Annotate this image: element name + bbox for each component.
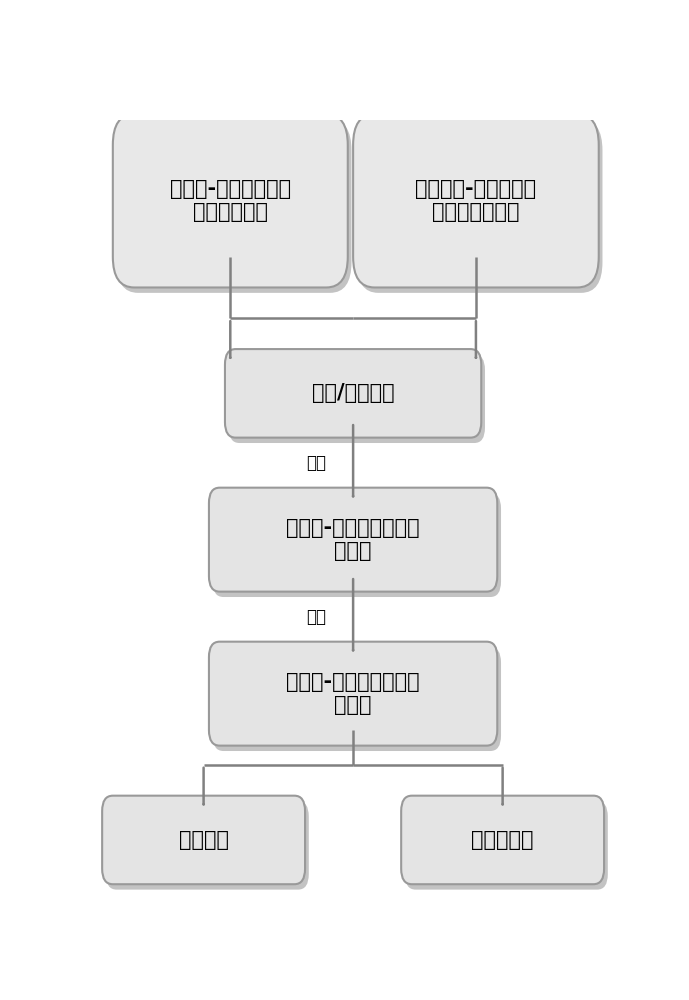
FancyBboxPatch shape [106,801,309,890]
FancyBboxPatch shape [229,354,485,443]
FancyBboxPatch shape [353,114,599,287]
FancyBboxPatch shape [357,120,602,293]
Text: 化合物-靶蛋白绑定模型
（正）: 化合物-靶蛋白绑定模型 （正） [287,518,420,561]
Text: 训练/测试数据: 训练/测试数据 [312,383,394,403]
FancyBboxPatch shape [102,796,305,884]
Text: 化合物-靶蛋白绑定关系
（正）: 化合物-靶蛋白绑定关系 （正） [287,672,420,715]
Text: 训练: 训练 [306,454,326,472]
FancyBboxPatch shape [116,120,351,293]
FancyBboxPatch shape [401,796,604,884]
FancyBboxPatch shape [209,488,497,592]
Text: 假阳性率高: 假阳性率高 [471,830,534,850]
FancyBboxPatch shape [405,801,608,890]
Text: 预测: 预测 [306,608,326,626]
FancyBboxPatch shape [209,642,497,746]
Text: 化合物-靶蛋白绑定数
据（正样本）: 化合物-靶蛋白绑定数 据（正样本） [169,179,291,222]
FancyBboxPatch shape [225,349,481,438]
FancyBboxPatch shape [213,647,501,751]
Text: 非化合物-靶蛋白绑定
数据（负样本）: 非化合物-靶蛋白绑定 数据（负样本） [415,179,537,222]
FancyBboxPatch shape [113,114,348,287]
FancyBboxPatch shape [213,493,501,597]
Text: 正确率高: 正确率高 [178,830,229,850]
